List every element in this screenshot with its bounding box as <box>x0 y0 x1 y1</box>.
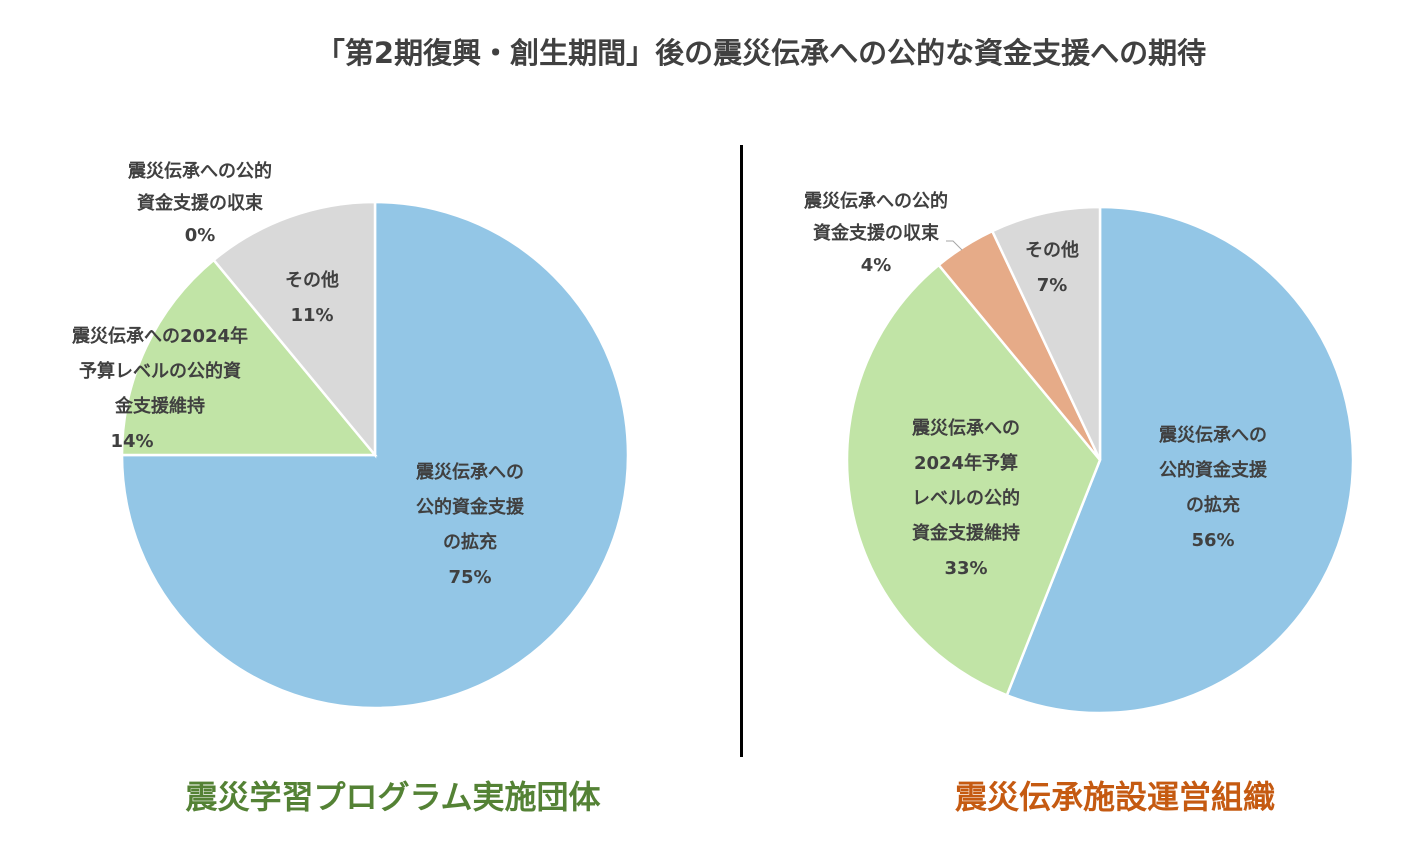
data-label-left-expand: 震災伝承への 公的資金支援 の拡充 75% <box>416 462 524 588</box>
data-label-right-maintain: 震災伝承への 2024年予算 レベルの公的 資金支援維持 33% <box>912 418 1020 579</box>
chart-title: 「第2期復興・創生期間」後の震災伝承への公的な資金支援への期待 <box>315 36 1207 70</box>
pie-slice-1-3 <box>990 205 1102 461</box>
divider <box>740 145 743 757</box>
data-label-left-other: その他 11% <box>285 270 339 326</box>
pie-slice-0-1 <box>120 258 378 457</box>
pie-slice-1-0 <box>1005 205 1355 715</box>
data-label-right-expand: 震災伝承への 公的資金支援 の拡充 56% <box>1159 425 1267 551</box>
data-label-right-end: 震災伝承への公的 資金支援の収束 4% <box>804 191 948 276</box>
left-chart-title: 震災学習プログラム実施団体 <box>185 778 601 816</box>
data-label-right-other: その他 7% <box>1025 240 1079 296</box>
pie-slice-1-1 <box>845 263 1102 697</box>
pie-slice-0-3 <box>211 200 377 459</box>
data-label-left-end: 震災伝承への公的 資金支援の収束 0% <box>128 161 272 246</box>
right-chart-title: 震災伝承施設運営組織 <box>954 778 1276 816</box>
data-label-left-maintain: 震災伝承への2024年 予算レベルの公的資 金支援維持 14% <box>71 326 249 452</box>
leader-line <box>946 240 963 251</box>
